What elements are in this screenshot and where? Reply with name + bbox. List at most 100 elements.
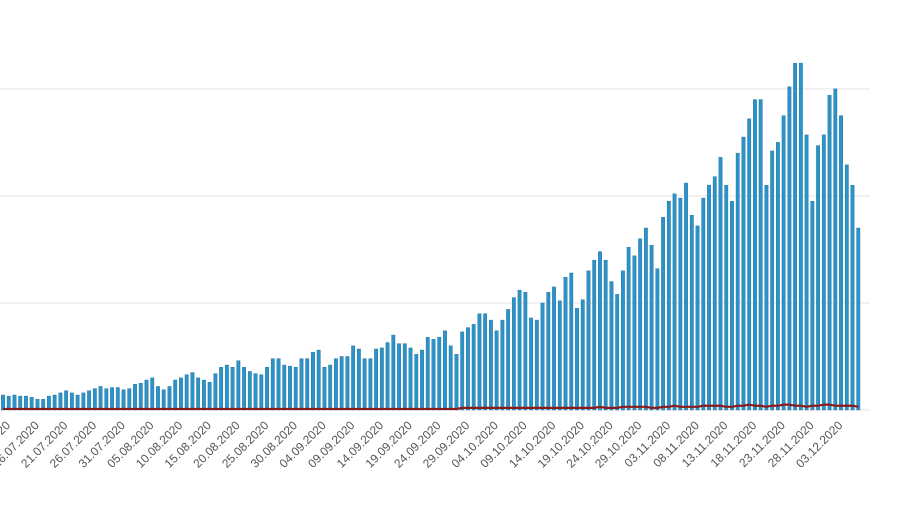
bar xyxy=(144,379,149,411)
bar xyxy=(224,364,229,411)
bar xyxy=(98,386,103,411)
bar xyxy=(655,268,660,411)
bar xyxy=(1,394,5,411)
bar xyxy=(489,319,493,411)
bar xyxy=(173,379,178,411)
bar xyxy=(689,214,694,411)
bar xyxy=(741,136,746,411)
bar xyxy=(724,184,729,411)
bar xyxy=(500,319,505,411)
bar xyxy=(437,337,442,411)
bar xyxy=(104,388,109,411)
bar xyxy=(385,342,390,411)
bar xyxy=(827,95,832,411)
bar xyxy=(546,292,551,411)
bar xyxy=(483,313,488,411)
line xyxy=(3,403,859,411)
bar xyxy=(351,345,356,411)
bar xyxy=(730,201,734,411)
bar xyxy=(391,334,396,411)
bar xyxy=(311,351,315,411)
bar xyxy=(850,184,855,411)
bar xyxy=(586,270,591,411)
bar xyxy=(265,366,269,411)
bar xyxy=(448,345,453,411)
bar xyxy=(649,244,654,411)
bar xyxy=(379,347,384,411)
bar xyxy=(167,386,172,411)
bar xyxy=(356,348,361,411)
bar xyxy=(12,394,17,411)
bar xyxy=(213,373,218,411)
bar xyxy=(184,374,189,411)
bar xyxy=(626,247,631,411)
bar xyxy=(368,358,373,411)
bar xyxy=(64,390,69,411)
bar xyxy=(661,217,666,411)
bar xyxy=(52,394,57,411)
bar xyxy=(798,62,803,411)
bar xyxy=(293,366,298,411)
bar xyxy=(270,358,275,411)
bar xyxy=(92,388,97,411)
bar xyxy=(506,309,511,411)
bar xyxy=(408,347,413,411)
bar xyxy=(305,358,310,411)
bar xyxy=(425,337,430,411)
bar xyxy=(707,184,711,411)
bar xyxy=(242,366,246,411)
bar xyxy=(190,372,195,411)
bar xyxy=(552,286,556,411)
bar xyxy=(460,331,465,411)
bar xyxy=(569,272,574,411)
bar xyxy=(374,348,378,411)
bar xyxy=(288,365,292,411)
bar xyxy=(609,281,614,411)
bar xyxy=(529,317,533,411)
bar xyxy=(276,358,281,411)
bar xyxy=(643,227,648,411)
bar xyxy=(666,201,671,411)
bar xyxy=(230,366,235,411)
bar xyxy=(563,277,568,411)
bar xyxy=(833,88,838,411)
bar xyxy=(603,259,608,411)
bar xyxy=(247,371,252,411)
bar xyxy=(598,251,602,411)
bar xyxy=(477,313,482,411)
bar xyxy=(127,388,132,411)
bar xyxy=(592,259,597,411)
bar xyxy=(328,364,333,411)
bar xyxy=(787,86,792,411)
bar xyxy=(253,373,258,411)
bar xyxy=(672,193,677,411)
bar xyxy=(466,327,470,411)
bar xyxy=(454,354,459,411)
bar xyxy=(632,255,637,411)
bar xyxy=(856,227,861,411)
bar xyxy=(494,330,499,411)
bar xyxy=(621,270,625,411)
bar xyxy=(701,197,706,411)
bar xyxy=(580,299,585,411)
bar xyxy=(121,389,126,411)
bar xyxy=(575,308,579,411)
bar xyxy=(758,99,763,411)
bar xyxy=(334,358,338,411)
bar xyxy=(414,354,419,411)
bar xyxy=(345,356,350,411)
bar xyxy=(821,134,826,411)
bar xyxy=(322,366,327,411)
bar xyxy=(397,343,401,411)
bar xyxy=(523,292,528,411)
bar xyxy=(770,150,775,411)
bar xyxy=(839,115,843,411)
bar xyxy=(615,294,620,411)
bar xyxy=(207,381,212,411)
bar xyxy=(81,392,86,411)
bar xyxy=(781,115,786,411)
bar xyxy=(75,394,80,411)
bar xyxy=(133,384,137,411)
